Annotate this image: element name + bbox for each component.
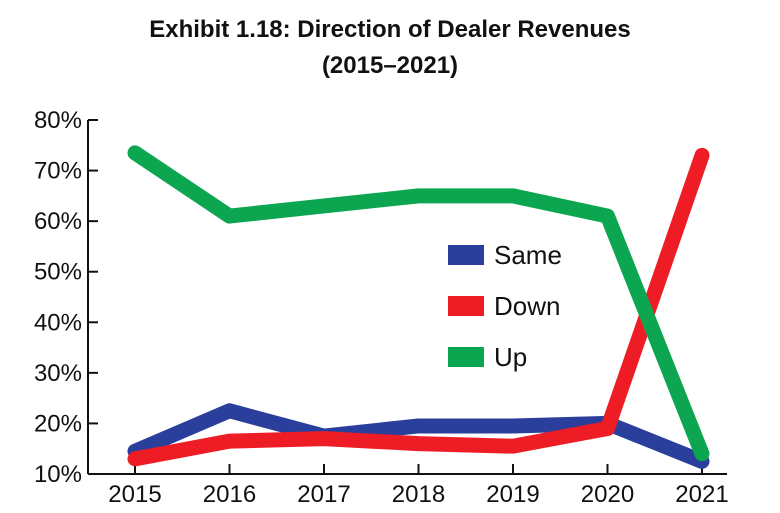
x-tick-label: 2017 bbox=[297, 481, 350, 508]
y-tick-label: 20% bbox=[34, 410, 82, 437]
x-tick-label: 2020 bbox=[581, 481, 634, 508]
chart-series bbox=[127, 145, 710, 469]
x-tick-label: 2019 bbox=[486, 481, 539, 508]
y-tick-label: 50% bbox=[34, 259, 82, 286]
x-tick-label: 2021 bbox=[675, 481, 728, 508]
series-line-down bbox=[127, 147, 710, 467]
legend-swatch-down bbox=[448, 296, 484, 316]
x-tick-label: 2016 bbox=[203, 481, 256, 508]
y-tick-label: 80% bbox=[34, 107, 82, 134]
y-tick-label: 70% bbox=[34, 158, 82, 185]
legend-label-up: Up bbox=[494, 342, 527, 372]
series-line-up bbox=[127, 145, 710, 462]
y-tick-label: 40% bbox=[34, 309, 82, 336]
x-tick-label: 2018 bbox=[392, 481, 445, 508]
legend-label-same: Same bbox=[494, 240, 562, 270]
chart-title-line1: Exhibit 1.18: Direction of Dealer Revenu… bbox=[149, 16, 631, 43]
y-tick-label: 60% bbox=[34, 208, 82, 235]
legend-swatch-same bbox=[448, 245, 484, 265]
chart-legend: Same Down Up bbox=[448, 240, 562, 372]
y-tick-label: 10% bbox=[34, 461, 82, 488]
y-tick-label: 30% bbox=[34, 360, 82, 387]
legend-label-down: Down bbox=[494, 291, 560, 321]
x-tick-label: 2015 bbox=[108, 481, 161, 508]
chart-title-line2: (2015–2021) bbox=[321, 52, 459, 79]
legend-swatch-up bbox=[448, 347, 484, 367]
chart-axes: 10% 20% 30% 40% 50% 60% 70% 80% 2015 2016 2017 2018… bbox=[34, 107, 729, 508]
